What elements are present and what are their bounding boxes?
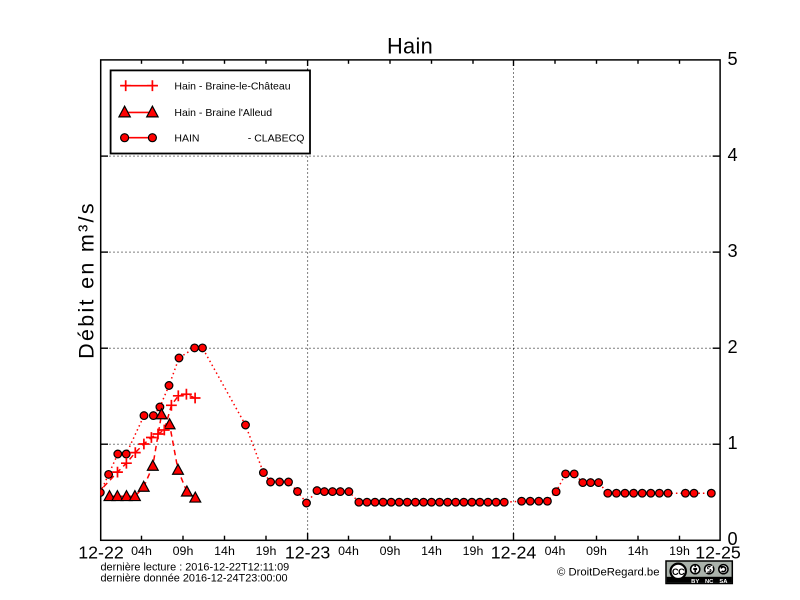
svg-text:HAIN: HAIN (174, 132, 199, 144)
svg-text:14h: 14h (421, 544, 442, 558)
svg-text:09h: 09h (586, 544, 607, 558)
svg-text:0: 0 (728, 529, 738, 549)
svg-text:19h: 19h (463, 544, 484, 558)
svg-text:14h: 14h (628, 544, 649, 558)
svg-text:SA: SA (719, 579, 728, 585)
svg-text:19h: 19h (669, 544, 690, 558)
svg-text:04h: 04h (545, 544, 566, 558)
svg-text:BY: BY (691, 579, 699, 585)
svg-text:04h: 04h (131, 544, 152, 558)
svg-text:© DroitDeRegard.be: © DroitDeRegard.be (557, 566, 660, 578)
svg-text:12-22: 12-22 (78, 542, 123, 562)
svg-text:Hain - Braine l'Alleud: Hain - Braine l'Alleud (174, 107, 272, 119)
svg-text:dernière donnée 2016-12-24T23: dernière donnée 2016-12-24T23:00:00 (101, 573, 288, 585)
svg-text:09h: 09h (380, 544, 401, 558)
svg-text:Hain - Braine-le-Château: Hain - Braine-le-Château (174, 80, 290, 92)
svg-text:19h: 19h (256, 544, 277, 558)
svg-text:3: 3 (728, 241, 738, 261)
svg-text:5: 5 (728, 49, 738, 69)
svg-text:NC: NC (705, 579, 714, 585)
svg-text:09h: 09h (173, 544, 194, 558)
svg-text:04h: 04h (338, 544, 359, 558)
svg-text:dernière lecture : 2016-12-22T: dernière lecture : 2016-12-22T12:11:09 (101, 561, 290, 573)
svg-text:12-25: 12-25 (695, 542, 741, 562)
svg-text:14h: 14h (214, 544, 235, 558)
svg-text:2: 2 (728, 337, 738, 357)
svg-text:1: 1 (728, 433, 738, 453)
svg-text:4: 4 (728, 145, 738, 165)
svg-text:12-23: 12-23 (285, 542, 331, 562)
svg-text:Débit en m³/s: Débit en m³/s (75, 201, 99, 359)
svg-text:- CLABECQ: - CLABECQ (248, 132, 305, 144)
svg-text:12-24: 12-24 (491, 542, 537, 562)
svg-text:CC: CC (672, 567, 685, 577)
svg-text:Hain: Hain (387, 34, 433, 59)
